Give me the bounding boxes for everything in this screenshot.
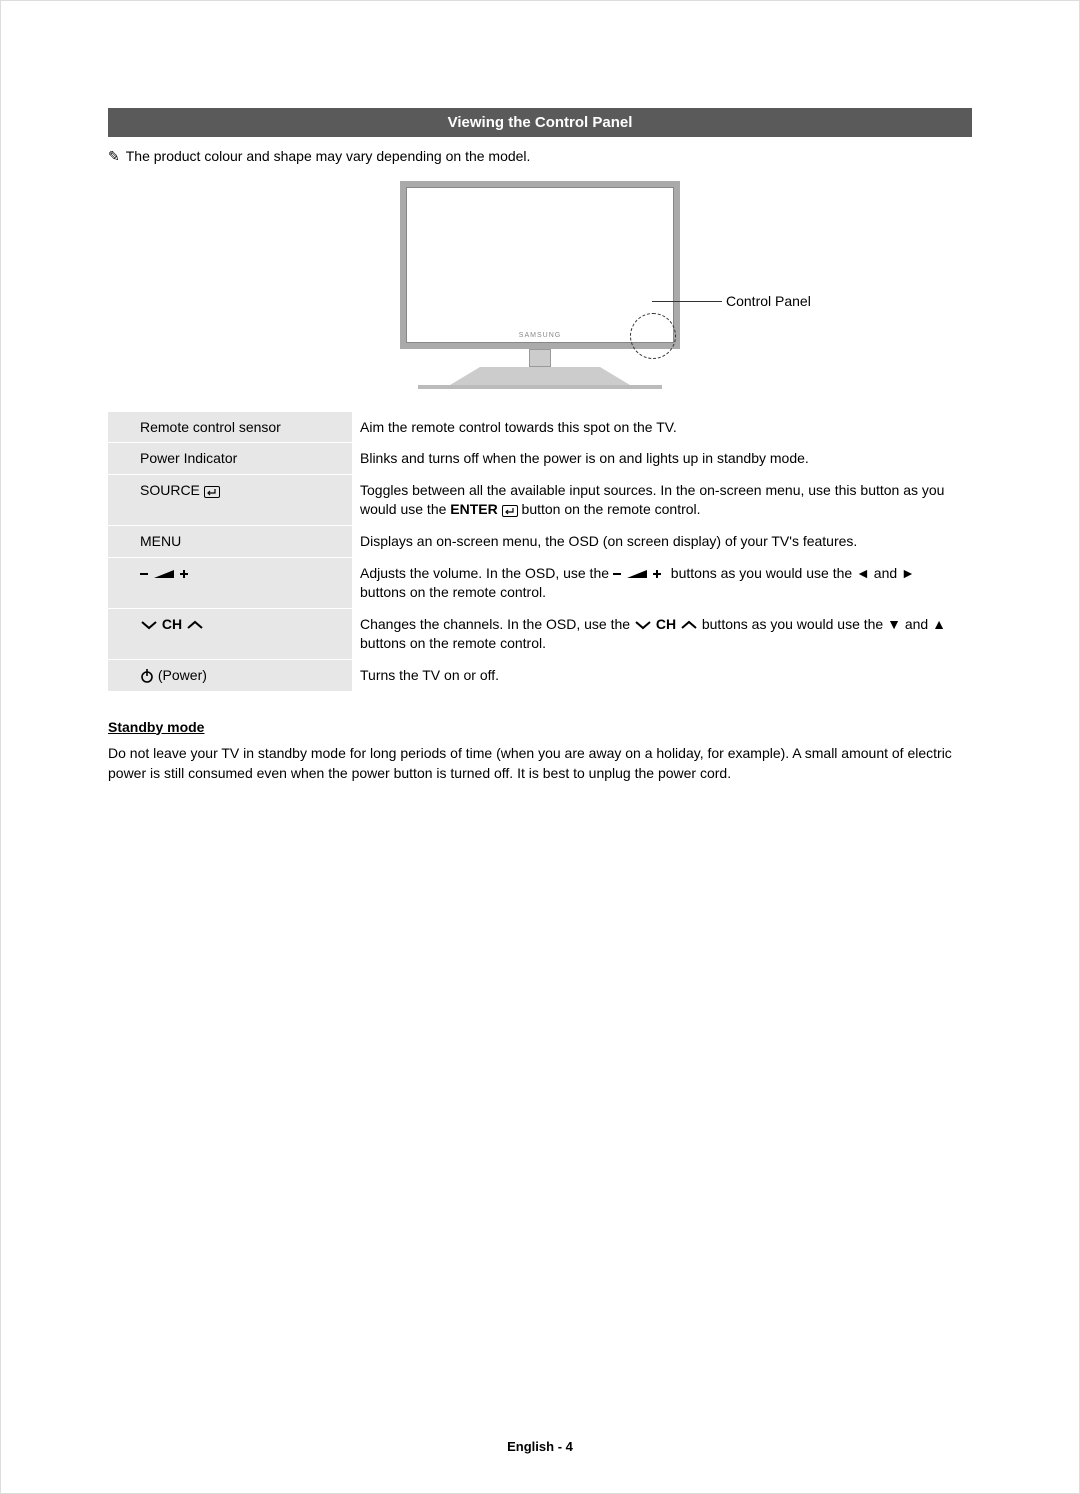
- table-row: MENUDisplays an on-screen menu, the OSD …: [108, 526, 972, 558]
- callout-label: Control Panel: [726, 293, 811, 309]
- section-title-bar: Viewing the Control Panel: [108, 108, 972, 137]
- row-label: (Power): [132, 659, 352, 690]
- row-description: Displays an on-screen menu, the OSD (on …: [352, 526, 972, 558]
- note-row: ✎ The product colour and shape may vary …: [108, 147, 972, 167]
- row-label: SOURCE: [132, 475, 352, 526]
- row-label: [132, 558, 352, 609]
- table-row: CH Changes the channels. In the OSD, use…: [108, 608, 972, 659]
- footer-language: English: [507, 1439, 554, 1454]
- row-description: Toggles between all the available input …: [352, 475, 972, 526]
- note-text: The product colour and shape may vary de…: [126, 147, 531, 167]
- tv-stand-base-bottom: [418, 385, 662, 389]
- standby-heading: Standby mode: [108, 719, 972, 735]
- row-strip: [108, 411, 132, 443]
- table-row: Power IndicatorBlinks and turns off when…: [108, 443, 972, 475]
- row-description: Changes the channels. In the OSD, use th…: [352, 608, 972, 659]
- row-strip: [108, 608, 132, 659]
- callout-line: [652, 301, 722, 302]
- table-row: Adjusts the volume. In the OSD, use the …: [108, 558, 972, 609]
- tv-screen: SAMSUNG: [400, 181, 680, 349]
- footer-sep: -: [558, 1439, 566, 1454]
- row-strip: [108, 659, 132, 690]
- row-description: Turns the TV on or off.: [352, 659, 972, 690]
- row-description: Blinks and turns off when the power is o…: [352, 443, 972, 475]
- row-strip: [108, 475, 132, 526]
- row-description: Adjusts the volume. In the OSD, use the …: [352, 558, 972, 609]
- table-row: (Power)Turns the TV on or off.: [108, 659, 972, 690]
- tv-stand-base: [450, 367, 630, 385]
- tv-logo: SAMSUNG: [519, 332, 561, 339]
- table-row: Remote control sensorAim the remote cont…: [108, 411, 972, 443]
- row-strip: [108, 558, 132, 609]
- controls-table: Remote control sensorAim the remote cont…: [108, 411, 972, 691]
- tv-body: SAMSUNG: [400, 181, 680, 349]
- tv-screen-inner: [406, 187, 674, 343]
- row-strip: [108, 526, 132, 558]
- row-label: CH: [132, 608, 352, 659]
- row-label: Remote control sensor: [132, 411, 352, 443]
- section-title: Viewing the Control Panel: [448, 114, 633, 131]
- row-label: Power Indicator: [132, 443, 352, 475]
- row-strip: [108, 443, 132, 475]
- sensor-indicator-circle: [630, 313, 676, 359]
- note-icon: ✎: [108, 147, 120, 167]
- tv-diagram: SAMSUNG Control Panel: [108, 181, 972, 401]
- row-description: Aim the remote control towards this spot…: [352, 411, 972, 443]
- page-content: Viewing the Control Panel ✎ The product …: [0, 0, 1080, 783]
- tv-stand-neck: [529, 349, 551, 367]
- row-label: MENU: [132, 526, 352, 558]
- standby-text: Do not leave your TV in standby mode for…: [108, 743, 972, 784]
- table-row: SOURCE Toggles between all the available…: [108, 475, 972, 526]
- page-footer: English - 4: [0, 1439, 1080, 1454]
- footer-page: 4: [566, 1439, 573, 1454]
